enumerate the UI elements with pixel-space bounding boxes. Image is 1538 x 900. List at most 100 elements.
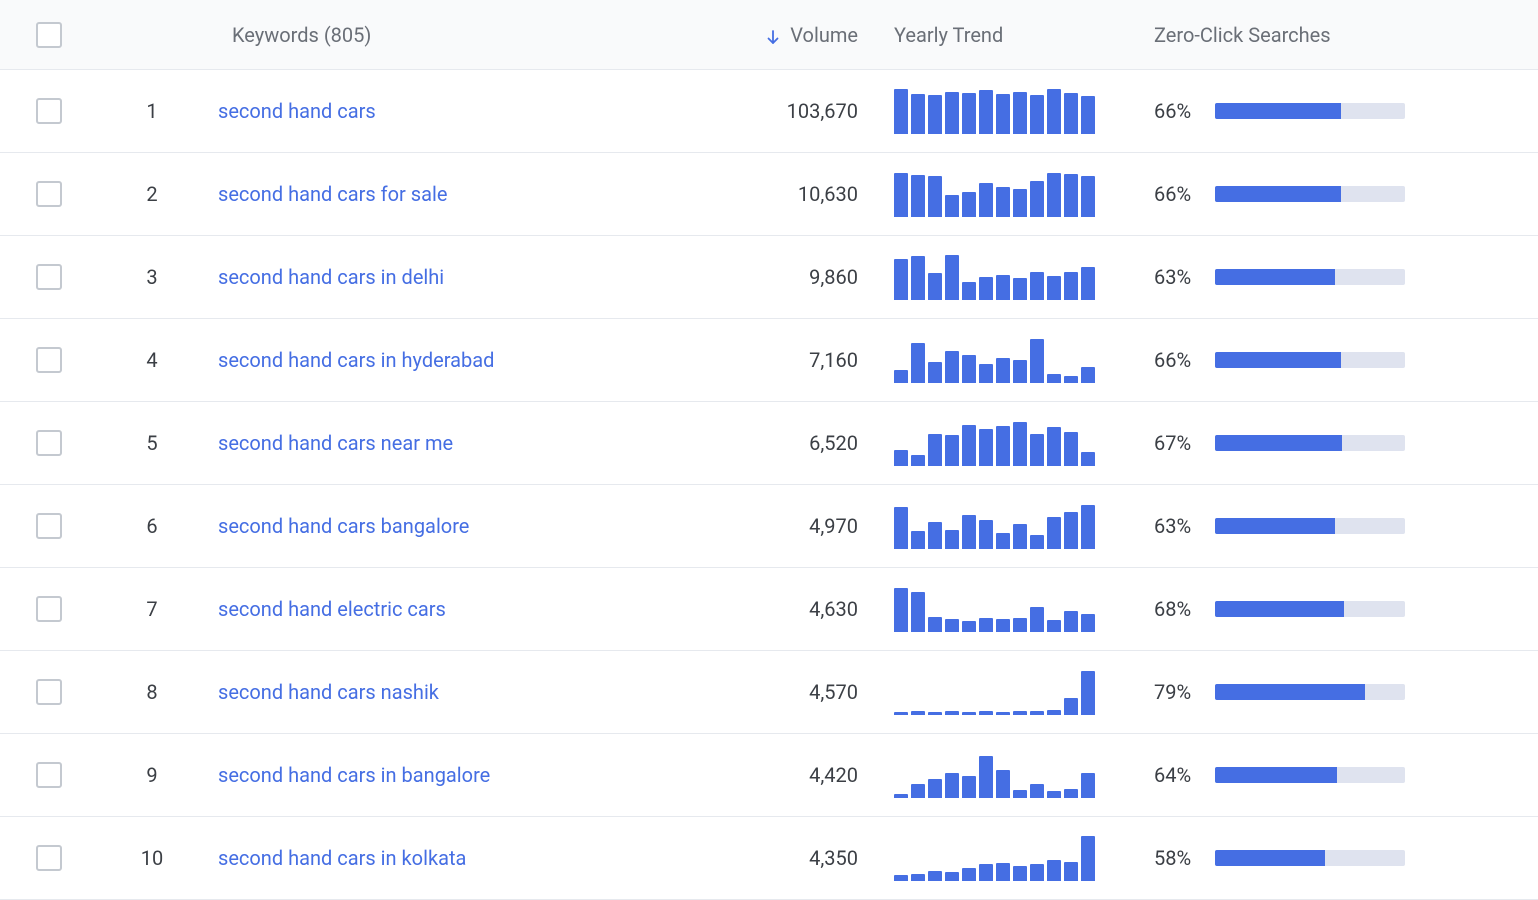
zero-click-pct-label: 66% [1154,99,1191,123]
zero-click-bar [1215,103,1405,119]
header-keywords-label[interactable]: Keywords (805) [206,5,718,65]
row-rank: 6 [98,496,206,556]
keyword-link[interactable]: second hand cars in delhi [218,265,444,289]
yearly-trend-sparkline [894,337,1104,383]
header-volume[interactable]: Volume [718,5,882,65]
row-checkbox-cell [0,80,98,142]
row-zero-click-cell: 79% [1142,662,1538,722]
zero-click-bar [1215,435,1405,451]
row-trend-cell [882,153,1142,235]
row-zero-click-cell: 63% [1142,496,1538,556]
zero-click-bar [1215,767,1405,783]
row-rank: 8 [98,662,206,722]
row-volume: 4,420 [718,745,882,805]
table-row: 9 second hand cars in bangalore 4,420 64% [0,734,1538,817]
zero-click-pct-label: 66% [1154,348,1191,372]
zero-click-pct-label: 79% [1154,680,1191,704]
row-zero-click-cell: 66% [1142,330,1538,390]
row-checkbox-cell [0,329,98,391]
keywords-table: Keywords (805) Volume Yearly Trend Zero-… [0,0,1538,900]
row-volume: 103,670 [718,81,882,141]
row-zero-click-cell: 67% [1142,413,1538,473]
row-trend-cell [882,319,1142,401]
keyword-link[interactable]: second hand cars near me [218,431,453,455]
row-checkbox-cell [0,495,98,557]
row-keyword-cell: second hand cars for sale [206,164,718,224]
row-checkbox[interactable] [36,845,62,871]
zero-click-bar [1215,269,1405,285]
row-checkbox[interactable] [36,762,62,788]
row-keyword-cell: second hand cars nashik [206,662,718,722]
row-checkbox[interactable] [36,513,62,539]
keyword-link[interactable]: second hand cars in bangalore [218,763,490,787]
row-trend-cell [882,402,1142,484]
yearly-trend-sparkline [894,254,1104,300]
table-row: 7second hand electric cars4,63068% [0,568,1538,651]
row-volume: 4,570 [718,662,882,722]
yearly-trend-sparkline [894,586,1104,632]
row-trend-cell [882,236,1142,318]
keyword-link[interactable]: second hand cars nashik [218,680,439,704]
zero-click-bar [1215,601,1405,617]
table-row: 2second hand cars for sale10,63066% [0,153,1538,236]
row-rank: 9 [98,745,206,805]
row-checkbox[interactable] [36,596,62,622]
row-rank: 3 [98,247,206,307]
row-volume: 10,630 [718,164,882,224]
row-keyword-cell: second hand cars [206,81,718,141]
row-keyword-cell: second hand electric cars [206,579,718,639]
row-checkbox-cell [0,827,98,889]
keyword-link[interactable]: second hand cars bangalore [218,514,469,538]
row-volume: 9,860 [718,247,882,307]
keyword-link[interactable]: second hand electric cars [218,597,446,621]
zero-click-bar [1215,352,1405,368]
row-checkbox-cell [0,661,98,723]
keyword-link[interactable]: second hand cars in hyderabad [218,348,494,372]
row-rank: 1 [98,81,206,141]
yearly-trend-sparkline [894,669,1104,715]
header-trend-label[interactable]: Yearly Trend [882,5,1142,65]
row-checkbox-cell [0,744,98,806]
row-checkbox[interactable] [36,181,62,207]
zero-click-pct-label: 67% [1154,431,1191,455]
row-checkbox[interactable] [36,264,62,290]
select-all-checkbox[interactable] [36,22,62,48]
row-checkbox-cell [0,246,98,308]
row-keyword-cell: second hand cars bangalore [206,496,718,556]
keyword-link[interactable]: second hand cars in kolkata [218,846,466,870]
table-row: 3 second hand cars in delhi 9,860 63% [0,236,1538,319]
row-volume: 7,160 [718,330,882,390]
row-zero-click-cell: 64% [1142,745,1538,805]
row-zero-click-cell: 63% [1142,247,1538,307]
row-checkbox[interactable] [36,430,62,456]
table-header-row: Keywords (805) Volume Yearly Trend Zero-… [0,0,1538,70]
yearly-trend-sparkline [894,503,1104,549]
row-trend-cell [882,485,1142,567]
keyword-link[interactable]: second hand cars [218,99,376,123]
header-zero-click-label[interactable]: Zero-Click Searches [1142,5,1538,65]
table-row: 8 second hand cars nashik 4,570 79% [0,651,1538,734]
row-zero-click-cell: 58% [1142,828,1538,888]
row-keyword-cell: second hand cars in bangalore [206,745,718,805]
zero-click-pct-label: 63% [1154,514,1191,538]
row-checkbox[interactable] [36,679,62,705]
row-checkbox[interactable] [36,98,62,124]
table-row: 1 second hand cars 103,670 66% [0,70,1538,153]
table-row: 4second hand cars in hyderabad7,16066% [0,319,1538,402]
zero-click-pct-label: 64% [1154,763,1191,787]
row-trend-cell [882,70,1142,152]
row-trend-cell [882,651,1142,733]
table-row: 6second hand cars bangalore4,97063% [0,485,1538,568]
row-checkbox[interactable] [36,347,62,373]
zero-click-pct-label: 58% [1154,846,1191,870]
row-rank: 10 [98,828,206,888]
row-rank: 7 [98,579,206,639]
zero-click-pct-label: 68% [1154,597,1191,621]
row-trend-cell [882,817,1142,899]
zero-click-pct-label: 66% [1154,182,1191,206]
yearly-trend-sparkline [894,752,1104,798]
header-rank-cell [98,17,206,53]
yearly-trend-sparkline [894,171,1104,217]
keyword-link[interactable]: second hand cars for sale [218,182,447,206]
row-checkbox-cell [0,163,98,225]
